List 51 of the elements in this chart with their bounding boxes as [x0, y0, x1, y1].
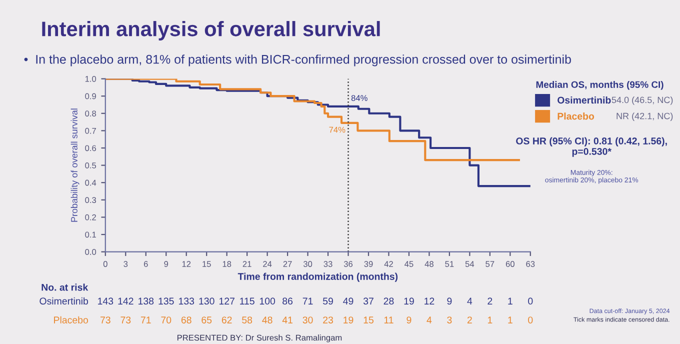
chart-subtitle: • In the placebo arm, 81% of patients with BICR-confirmed progression crossed over to osimertinib: [24, 54, 571, 66]
y-tick-label: 0.1: [85, 232, 96, 238]
x-axis-title: Time from randomization (months): [238, 272, 398, 282]
x-tick-label: 0: [103, 261, 108, 267]
x-tick-label: 6: [144, 261, 148, 267]
y-tick-label: 0.8: [85, 110, 96, 116]
y-tick-label: 0.3: [85, 197, 96, 203]
x-tick-label: 18: [222, 261, 232, 267]
x-tick-label: 15: [202, 261, 211, 267]
text: 143 142 138 135 133 130 127 115 100 86 71 59 49 37 28 19 12 9 4 2 1 0: [98, 298, 533, 305]
y-tick-label: 0.2: [85, 214, 96, 220]
x-tick-label: 57: [486, 261, 494, 267]
x-tick-label: 63: [526, 261, 535, 267]
text: PRESENTED BY: Dr Suresh S. Ramalingam: [177, 334, 342, 342]
legend-label: Osimertinib: [558, 96, 611, 104]
y-tick-label: 0.9: [85, 93, 96, 100]
x-tick-label: 42: [384, 261, 393, 267]
y-axis-title: Probability of overall survival: [70, 108, 80, 222]
x-tick-label: 24: [263, 261, 272, 267]
text: Osimertinib: [40, 297, 88, 305]
legend-label: Placebo: [558, 112, 594, 120]
y-tick-label: 0.7: [85, 128, 96, 134]
x-tick-label: 27: [283, 261, 292, 267]
annotation: OS HR (95% CI): 0.81 (0.42, 1.56), p=0.530*: [516, 137, 667, 157]
text: 54.0 (46.5, NC): [612, 96, 673, 105]
x-tick-label: 9: [164, 261, 168, 267]
x-tick-label: 39: [364, 261, 373, 267]
x-tick-label: 3: [124, 261, 128, 267]
x-tick-label: 33: [324, 261, 332, 267]
legend-title: Median OS, months (95% CI): [536, 80, 664, 90]
x-tick-label: 51: [445, 261, 454, 267]
annotation: 74%: [329, 126, 346, 133]
annotation: 84%: [351, 95, 368, 101]
x-tick-label: 30: [303, 261, 312, 267]
x-tick-label: 12: [182, 261, 191, 267]
x-tick-label: 36: [344, 261, 353, 267]
text: Placebo: [54, 316, 88, 324]
y-tick-label: 0.0: [85, 249, 96, 255]
chart-title: Interim analysis of overall survival: [42, 21, 380, 40]
x-tick-label: 48: [424, 261, 434, 267]
x-tick-label: 45: [404, 261, 414, 267]
text: 73 73 71 70 68 65 62 58 48 41 30 23 19 15 11 9 4 3 2 1 1 0: [100, 316, 533, 324]
x-tick-label: 54: [465, 261, 474, 267]
x-tick-label: 21: [242, 261, 252, 267]
y-tick-label: 0.6: [85, 145, 96, 152]
text: No. at risk: [42, 284, 88, 291]
text: NR (42.1, NC): [616, 112, 673, 121]
x-tick-label: 60: [506, 261, 514, 267]
y-tick-label: 1.0: [85, 76, 96, 82]
y-tick-label: 0.5: [85, 162, 96, 168]
y-tick-label: 0.4: [85, 180, 96, 186]
